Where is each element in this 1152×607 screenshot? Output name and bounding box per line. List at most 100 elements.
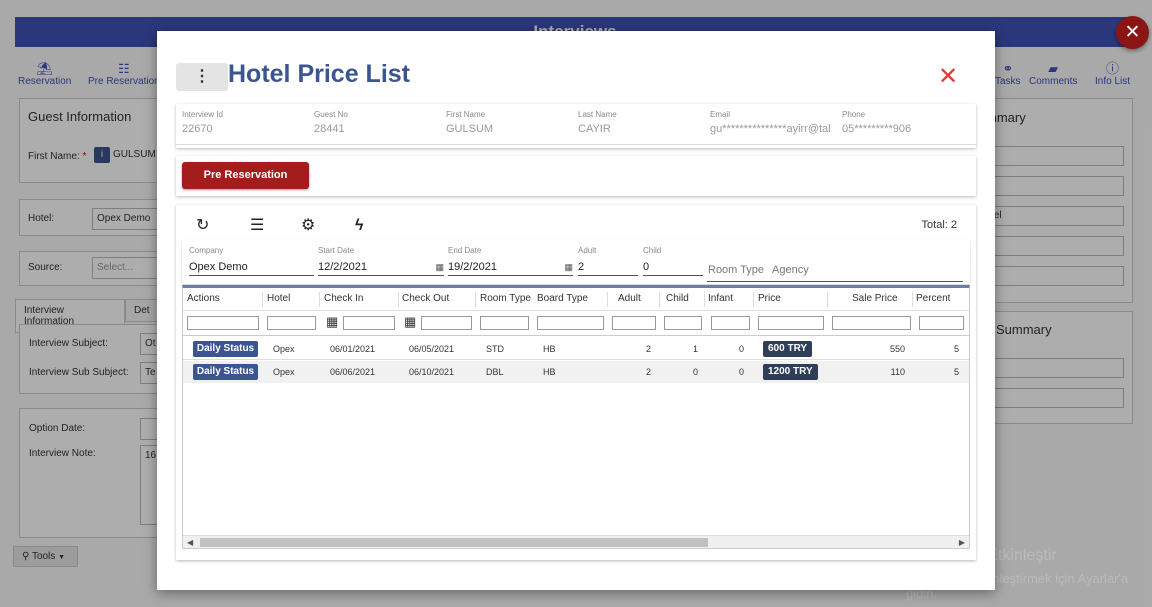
horizontal-scrollbar[interactable]: ◀ ▶ bbox=[183, 535, 969, 548]
last-name-field: Last Name CAYIR bbox=[578, 110, 617, 135]
check-out-cell: 06/05/2021 bbox=[409, 344, 455, 354]
interview-subject-label: Interview Subject: bbox=[29, 338, 108, 349]
menu-icon[interactable]: ☰ bbox=[250, 217, 265, 234]
infant-column-filter[interactable] bbox=[711, 316, 750, 330]
column-resize-handle[interactable] bbox=[607, 292, 608, 307]
room-type-column-filter[interactable] bbox=[480, 316, 529, 330]
close-icon[interactable]: ✕ bbox=[938, 63, 959, 90]
kebab-menu-icon[interactable]: ⋮ bbox=[176, 63, 228, 91]
calendar-icon[interactable]: ▦ bbox=[435, 262, 444, 272]
column-resize-handle[interactable] bbox=[704, 292, 705, 307]
table-row[interactable]: Daily Status Opex 06/06/2021 06/10/2021 … bbox=[183, 361, 969, 383]
company-filter[interactable]: Company Opex Demo bbox=[189, 246, 314, 276]
column-header-actions[interactable]: Actions bbox=[187, 293, 220, 304]
column-header-sale-price[interactable]: Sale Price bbox=[852, 293, 898, 304]
end-date-filter[interactable]: End Date 19/2/2021 ▦ bbox=[448, 246, 573, 276]
email-field: Email gu***************ayirr@tal bbox=[710, 110, 831, 135]
column-header-check-out[interactable]: Check Out bbox=[402, 293, 450, 304]
hotel-cell: Opex bbox=[273, 367, 295, 377]
board-type-column-filter[interactable] bbox=[537, 316, 604, 330]
toolbar-pre-reservation[interactable]: ☷ Pre Reservation bbox=[88, 61, 160, 88]
scroll-right-icon[interactable]: ▶ bbox=[958, 538, 965, 547]
toolbar-reservation[interactable]: ⛱ Reservation bbox=[18, 62, 72, 88]
scrollbar-thumb[interactable] bbox=[200, 538, 708, 547]
column-header-hotel[interactable]: Hotel bbox=[267, 293, 291, 304]
calendar-icon[interactable]: ▦ bbox=[404, 314, 417, 329]
check-out-cell: 06/10/2021 bbox=[409, 367, 455, 377]
price-badge: 600 TRY bbox=[763, 341, 813, 357]
check-in-column-filter[interactable] bbox=[343, 316, 395, 330]
column-resize-handle[interactable] bbox=[262, 292, 263, 307]
list-icon: ☷ bbox=[118, 61, 130, 76]
caret-down-icon: ▼ bbox=[58, 554, 66, 561]
phone-field: Phone 05*********906 bbox=[842, 110, 912, 135]
comment-icon: ▰ bbox=[1048, 61, 1059, 76]
filter-divider bbox=[183, 335, 969, 336]
column-header-percent[interactable]: Percent bbox=[916, 293, 951, 304]
column-resize-handle[interactable] bbox=[659, 292, 660, 307]
percent-cell: 5 bbox=[953, 344, 959, 354]
board-type-cell: HB bbox=[543, 367, 556, 377]
gear-icon[interactable]: ⚙ bbox=[301, 217, 316, 234]
adult-filter[interactable]: Adult 2 bbox=[578, 246, 638, 276]
sale-price-cell: 110 bbox=[890, 367, 905, 377]
column-header-adult[interactable]: Adult bbox=[618, 293, 641, 304]
calendar-icon[interactable]: ▦ bbox=[564, 262, 573, 272]
scroll-left-icon[interactable]: ◀ bbox=[187, 538, 194, 547]
daily-status-button[interactable]: Daily Status bbox=[193, 364, 258, 380]
source-label: Source: bbox=[28, 262, 63, 273]
required-mark: * bbox=[82, 151, 87, 162]
actions-column-filter[interactable] bbox=[187, 316, 259, 330]
option-panel: Option Date: Interview Note: 16 bbox=[19, 408, 162, 538]
toolbar-info-list[interactable]: ⓘ Info List bbox=[1095, 61, 1130, 88]
daily-status-button[interactable]: Daily Status bbox=[193, 341, 258, 357]
infant-cell: 0 bbox=[738, 367, 744, 377]
filter-underline bbox=[707, 281, 963, 282]
column-header-check-in[interactable]: Check In bbox=[324, 293, 364, 304]
guest-info-card: Interview Id 22670 Guest No 28441 First … bbox=[176, 104, 976, 148]
modal-title: Hotel Price List bbox=[228, 60, 410, 88]
child-column-filter[interactable] bbox=[664, 316, 702, 330]
check-out-column-filter[interactable] bbox=[421, 316, 472, 330]
adult-column-filter[interactable] bbox=[612, 316, 656, 330]
column-resize-handle[interactable] bbox=[398, 292, 399, 307]
room-type-filter[interactable]: Room Type bbox=[708, 264, 765, 276]
column-resize-handle[interactable] bbox=[753, 292, 754, 307]
refresh-icon[interactable]: ↻ bbox=[196, 217, 210, 234]
column-resize-handle[interactable] bbox=[912, 292, 913, 307]
start-date-filter[interactable]: Start Date 12/2/2021 ▦ bbox=[318, 246, 444, 276]
filter-bar: Company Opex Demo Start Date 12/2/2021 ▦ … bbox=[182, 240, 970, 284]
summary-title: mmary bbox=[986, 110, 1026, 125]
agency-filter[interactable]: Agency bbox=[772, 264, 809, 276]
summary-hotel-field[interactable]: tel bbox=[986, 206, 1124, 226]
column-resize-handle[interactable] bbox=[319, 292, 320, 307]
column-header-child[interactable]: Child bbox=[666, 293, 689, 304]
calendar-icon[interactable]: ▦ bbox=[326, 314, 339, 329]
bolt-icon[interactable]: ϟ bbox=[355, 217, 364, 234]
toolbar-comments[interactable]: ▰ Comments bbox=[1029, 61, 1077, 88]
pre-reservation-button[interactable]: Pre Reservation bbox=[182, 162, 309, 189]
price-column-filter[interactable] bbox=[758, 316, 824, 330]
column-header-price[interactable]: Price bbox=[758, 293, 781, 304]
close-icon[interactable]: ✕ bbox=[1116, 16, 1149, 49]
column-resize-handle[interactable] bbox=[827, 292, 828, 307]
table-row[interactable]: Daily Status Opex 06/01/2021 06/05/2021 … bbox=[183, 338, 969, 360]
hotel-column-filter[interactable] bbox=[267, 316, 316, 330]
toolbar-pre-reservation-label: Pre Reservation bbox=[88, 76, 160, 87]
percent-column-filter[interactable] bbox=[919, 316, 964, 330]
first-name-label: First Name: * bbox=[28, 151, 87, 162]
price-badge: 1200 TRY bbox=[763, 364, 818, 380]
column-header-board-type[interactable]: Board Type bbox=[537, 293, 588, 304]
column-header-infant[interactable]: Infant bbox=[708, 293, 734, 304]
column-header-room-type[interactable]: Room Type bbox=[480, 293, 531, 304]
toolbar-reservation-label: Reservation bbox=[18, 76, 72, 87]
action-card: Pre Reservation bbox=[176, 156, 976, 196]
toolbar-tasks-label: Tasks bbox=[995, 76, 1021, 87]
toolbar-tasks[interactable]: ⚭ Tasks bbox=[995, 62, 1021, 88]
info-icon[interactable]: i bbox=[94, 147, 110, 163]
sale-price-column-filter[interactable] bbox=[832, 316, 911, 330]
info-icon: ⓘ bbox=[1106, 61, 1120, 76]
column-resize-handle[interactable] bbox=[475, 292, 476, 307]
child-filter[interactable]: Child 0 bbox=[643, 246, 703, 276]
tools-button[interactable]: ⚲ Tools ▼ bbox=[13, 546, 78, 567]
